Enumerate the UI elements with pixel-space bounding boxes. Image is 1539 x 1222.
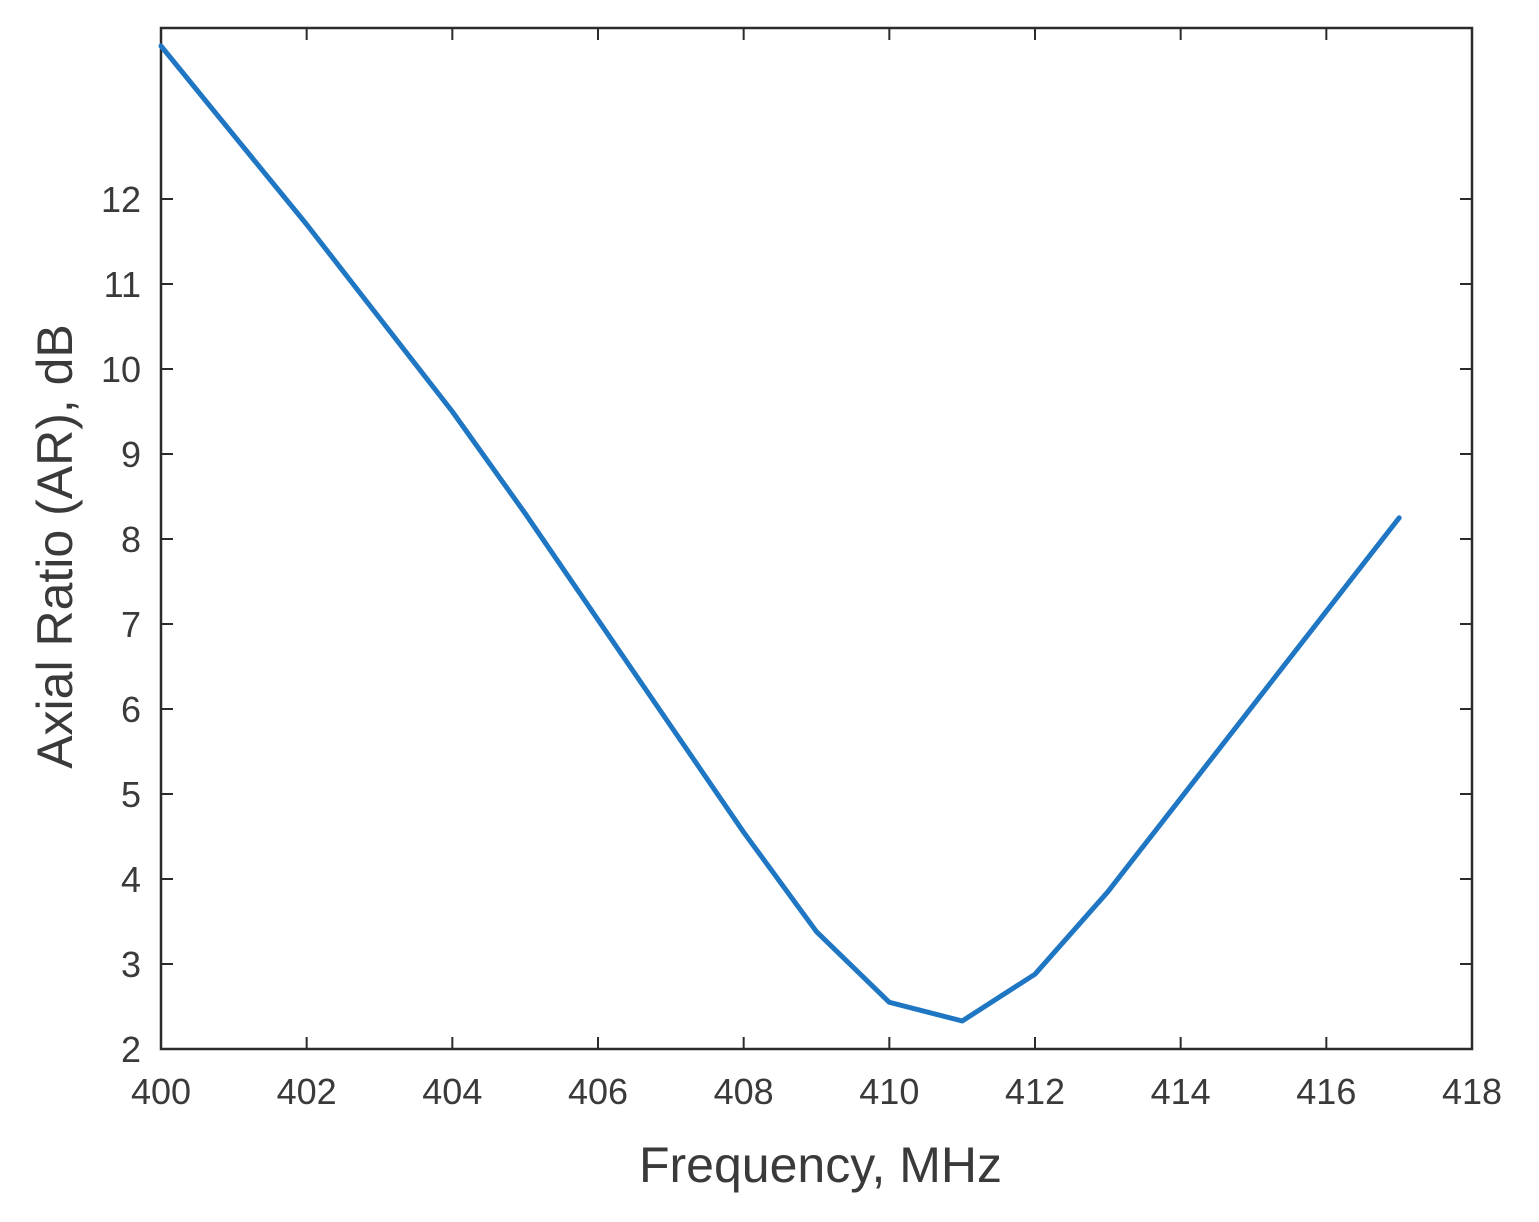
- y-tick-label: 6: [121, 689, 141, 730]
- x-tick-labels: 400 402 404 406 408 410 412 414 416 418: [131, 1071, 1502, 1112]
- series-line: [158, 43, 1402, 1024]
- x-tick-label: 416: [1296, 1071, 1356, 1112]
- y-tick-label: 11: [104, 264, 141, 305]
- y-tick-label: 7: [121, 604, 141, 645]
- x-tick-label: 406: [568, 1071, 628, 1112]
- x-tick-label: 412: [1005, 1071, 1065, 1112]
- y-tick-label: 5: [121, 774, 141, 815]
- y-tick-label: 2: [121, 1029, 141, 1070]
- y-tick-label: 12: [101, 179, 141, 220]
- x-axis-title: Frequency, MHz: [639, 1137, 1002, 1193]
- x-tick-label: 418: [1442, 1071, 1502, 1112]
- x-tick-label: 404: [422, 1071, 482, 1112]
- series-layer: [158, 43, 1402, 1024]
- y-tick-label: 3: [121, 944, 141, 985]
- x-tick-label: 400: [131, 1071, 191, 1112]
- x-tick-label: 410: [859, 1071, 919, 1112]
- x-tick-label: 402: [277, 1071, 337, 1112]
- y-tick-labels: 2 3 4 5 6 7 8 9 10 11 12: [101, 179, 141, 1070]
- y-axis-title: Axial Ratio (AR), dB: [27, 324, 83, 769]
- y-tick-label: 8: [121, 519, 141, 560]
- axis-ticks: [160, 28, 1473, 1050]
- plot-frame: [159, 26, 1474, 1051]
- y-tick-label: 10: [101, 349, 141, 390]
- y-tick-label: 9: [121, 434, 141, 475]
- x-tick-label: 408: [714, 1071, 774, 1112]
- y-tick-label: 4: [121, 859, 141, 900]
- x-tick-label: 414: [1151, 1071, 1211, 1112]
